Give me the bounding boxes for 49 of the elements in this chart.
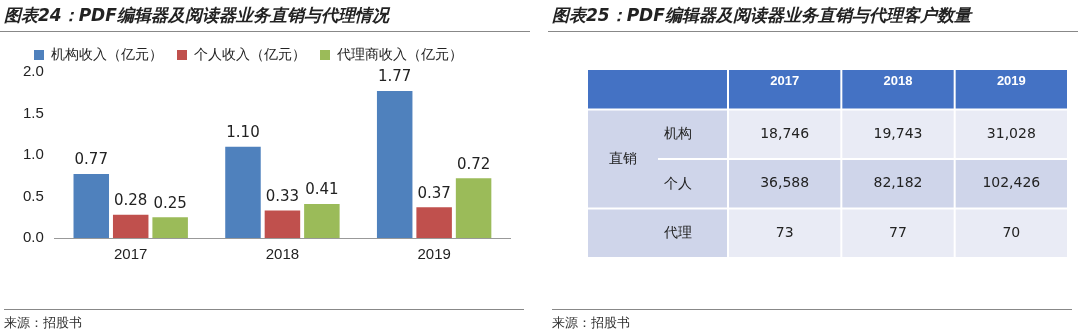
data-label: 1.77	[377, 67, 412, 86]
x-tick-label: 2018	[265, 245, 300, 263]
data-label: 19,743	[873, 124, 923, 141]
y-tick-label: 2.0	[22, 62, 44, 80]
bar	[304, 203, 340, 238]
data-label: 18,746	[760, 124, 810, 141]
source-note: 来源：招股书	[552, 309, 1072, 332]
text: 直销	[609, 149, 637, 166]
x-tick-label: 2019	[996, 73, 1026, 89]
x-tick-label: 2017	[114, 245, 148, 263]
data-label: 31,028	[986, 124, 1036, 141]
bar	[376, 91, 413, 238]
y-tick-label: 机构	[664, 125, 692, 142]
y-tick-label: 个人	[664, 174, 692, 191]
legend-label: 机构收入（亿元）	[51, 45, 163, 62]
y-tick-label: 代理	[663, 224, 692, 241]
x-tick-label: 2017	[770, 73, 800, 89]
data-label: 0.41	[305, 180, 339, 199]
x-tick-label: 2019	[417, 245, 451, 263]
bar	[225, 146, 261, 238]
data-label: 0.37	[417, 183, 451, 202]
bar	[73, 174, 110, 238]
data-label: 0.25	[153, 193, 187, 212]
data-label: 77	[889, 223, 907, 240]
legend-label: 个人收入（亿元）	[194, 45, 306, 62]
chart-title: 图表24：PDF编辑器及阅读器业务直销与代理情况	[0, 0, 530, 32]
chart-title: 图表25：PDF编辑器及阅读器业务直销与代理客户数量	[548, 0, 1078, 32]
data-label: 36,588	[760, 174, 810, 191]
legend-label: 代理商收入（亿元）	[336, 45, 463, 62]
y-tick-label: 1.0	[22, 145, 44, 163]
y-tick-label: 1.5	[22, 103, 44, 121]
data-label: 1.10	[226, 123, 260, 142]
data-label: 102,426	[982, 174, 1041, 191]
bar	[455, 178, 492, 238]
bar	[416, 207, 452, 238]
y-tick-label: 0.5	[22, 186, 44, 204]
data-label: 73	[775, 223, 794, 240]
data-label: 82,182	[873, 174, 923, 191]
data-label: 0.28	[114, 191, 148, 210]
data-label: 0.72	[456, 154, 491, 173]
bar	[112, 214, 149, 238]
data-label: 0.77	[74, 150, 108, 169]
bar	[152, 217, 188, 238]
data-label: 70	[1002, 223, 1021, 240]
bar	[264, 210, 301, 238]
y-tick-label: 0.0	[22, 228, 44, 246]
x-tick-label: 2018	[883, 73, 913, 89]
source-note: 来源：招股书	[4, 309, 524, 332]
data-label: 0.33	[265, 187, 300, 205]
